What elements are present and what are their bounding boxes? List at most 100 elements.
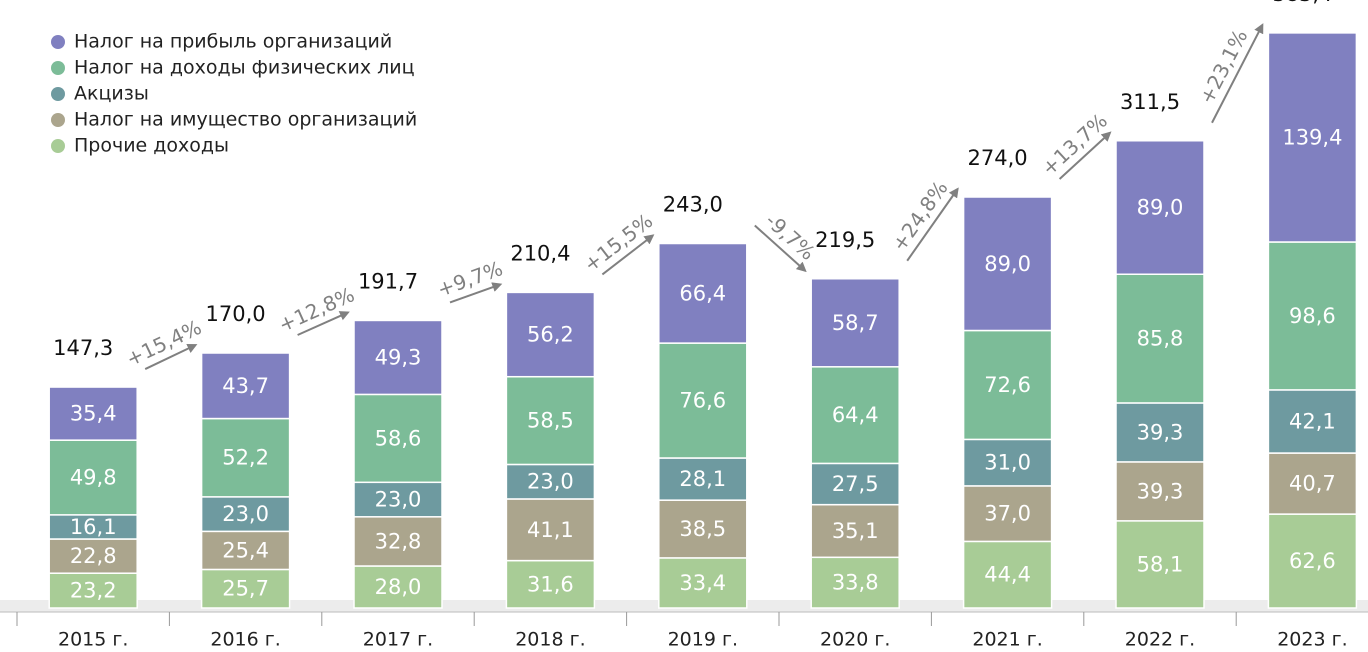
value-label: 22,8 [70, 544, 117, 568]
bar-segment [810, 462, 900, 506]
value-label: 58,6 [375, 426, 422, 450]
bar-segment [48, 514, 138, 540]
value-label: 49,3 [375, 345, 422, 369]
bar-segment [48, 439, 138, 516]
value-label: 37,0 [984, 502, 1031, 526]
value-label: 25,7 [222, 577, 269, 601]
value-label: 72,6 [984, 373, 1031, 397]
value-label: 23,0 [222, 502, 269, 526]
bar-segment [1267, 513, 1358, 609]
bar-segment [1115, 402, 1205, 463]
value-label: 23,0 [527, 470, 574, 494]
total-label: 147,3 [53, 336, 113, 360]
legend-marker [51, 35, 65, 49]
bar-segment [1115, 140, 1205, 275]
x-tick-label: 2018 г. [515, 629, 585, 651]
bar-segment [810, 556, 900, 609]
legend-label: Акцизы [74, 83, 149, 105]
value-label: 33,8 [832, 571, 879, 595]
bar-segment [505, 559, 596, 609]
value-label: 38,5 [679, 517, 726, 541]
value-label: 89,0 [1137, 196, 1184, 220]
x-tick-label: 2022 г. [1125, 629, 1195, 651]
bar-segment [658, 457, 748, 501]
x-tick-label: 2015 г. [58, 629, 128, 651]
bar-segment [353, 565, 443, 609]
bar-segment [48, 572, 138, 609]
value-label: 58,5 [527, 409, 574, 433]
value-label: 16,1 [70, 515, 117, 539]
total-label: 274,0 [968, 146, 1028, 170]
value-label: 44,4 [984, 563, 1031, 587]
bar-segment [505, 375, 596, 466]
value-label: 32,8 [375, 529, 422, 553]
value-label: 58,7 [832, 311, 879, 335]
growth-label: +23,1% [1194, 26, 1252, 108]
legend-label: Прочие доходы [74, 135, 229, 157]
bar-segment [962, 438, 1053, 487]
growth-arrow [754, 224, 807, 273]
bar-segment [505, 498, 596, 562]
bar-segment [48, 386, 138, 441]
bar-segment [1267, 241, 1358, 391]
bar-segment [353, 393, 443, 484]
value-label: 23,0 [375, 488, 422, 512]
value-label: 33,4 [679, 571, 726, 595]
bar-segment [353, 319, 443, 396]
value-label: 52,2 [222, 446, 269, 470]
legend-marker [51, 139, 65, 153]
total-label: 243,0 [663, 193, 723, 217]
value-label: 31,6 [527, 572, 574, 596]
value-label: 76,6 [679, 389, 726, 413]
value-label: 98,6 [1289, 304, 1336, 328]
bar-segment [353, 516, 443, 567]
bar-segment [658, 499, 748, 559]
x-tick-label: 2020 г. [820, 629, 890, 651]
growth-arrow [1058, 131, 1112, 180]
bar-segment [658, 242, 748, 344]
bar-segment [1115, 461, 1205, 522]
legend-marker [51, 61, 65, 75]
value-label: 35,1 [832, 519, 879, 543]
value-label: 49,8 [70, 466, 117, 490]
x-tick-label: 2016 г. [210, 629, 280, 651]
x-tick-label: 2023 г. [1277, 629, 1347, 651]
bar-segment [48, 538, 138, 574]
growth-label: +13,7% [1037, 108, 1112, 180]
value-label: 85,8 [1137, 327, 1184, 351]
value-label: 56,2 [527, 323, 574, 347]
value-label: 41,1 [527, 518, 574, 542]
growth-arrow [297, 311, 350, 336]
bar-segment [658, 342, 748, 459]
legend-marker [51, 87, 65, 101]
value-label: 42,1 [1289, 409, 1336, 433]
value-label: 66,4 [679, 281, 726, 305]
total-label: 219,5 [815, 228, 875, 252]
growth-label: +15,5% [579, 209, 657, 277]
total-label: 191,7 [358, 269, 418, 293]
total-label: 210,4 [510, 241, 570, 265]
bar-segment [505, 291, 596, 378]
value-label: 40,7 [1289, 472, 1336, 496]
bar-segment [1115, 273, 1205, 404]
value-label: 64,4 [832, 403, 879, 427]
value-label: 23,2 [70, 579, 117, 603]
bar-segment [1267, 32, 1358, 243]
x-tick-label: 2019 г. [668, 629, 738, 651]
legend-label: Налог на прибыль организаций [74, 31, 392, 53]
growth-arrow [144, 343, 198, 370]
bar-segment [1115, 520, 1205, 609]
value-label: 39,3 [1137, 420, 1184, 444]
growth-arrow [1211, 23, 1264, 124]
value-label: 39,3 [1137, 479, 1184, 503]
bar-segment [200, 417, 291, 498]
x-tick-label: 2021 г. [972, 629, 1042, 651]
value-label: 58,1 [1137, 552, 1184, 576]
value-label: 28,1 [679, 467, 726, 491]
legend-label: Налог на имущество организаций [74, 109, 417, 131]
value-label: 43,7 [222, 374, 269, 398]
value-label: 35,4 [70, 402, 117, 426]
value-label: 27,5 [832, 472, 879, 496]
growth-label: +12,8% [275, 282, 358, 337]
